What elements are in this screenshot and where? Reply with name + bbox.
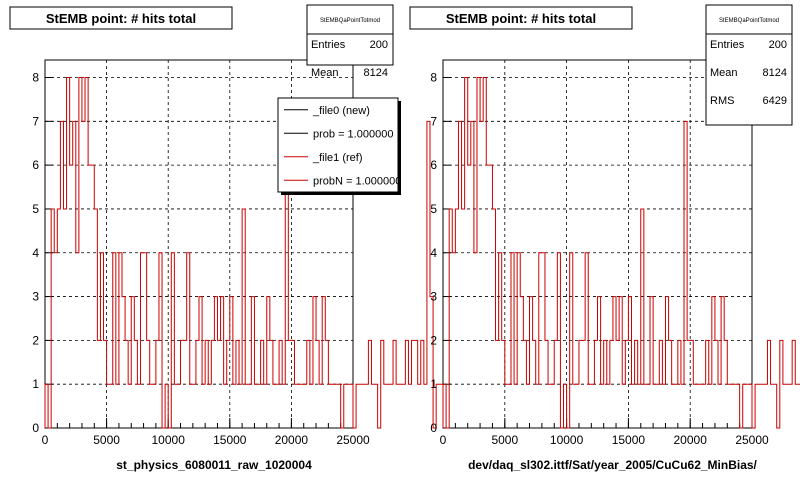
- x-tick-label: 20000: [674, 433, 708, 447]
- x-tick-label: 10000: [152, 433, 186, 447]
- stats-label: RMS: [710, 95, 734, 107]
- y-tick-label: 4: [32, 246, 39, 260]
- y-tick-label: 8: [32, 71, 39, 85]
- stats-label: Entries: [710, 39, 745, 51]
- x-tick-label: 0: [440, 433, 447, 447]
- stats-box: [705, 4, 793, 126]
- legend-box: [277, 97, 399, 193]
- y-tick-label: 4: [430, 246, 437, 260]
- plot-frame: [442, 59, 753, 429]
- legend-entry-label: probN = 1.000000: [313, 175, 401, 187]
- y-tick-label: 2: [32, 333, 39, 347]
- y-tick-label: 6: [32, 158, 39, 172]
- y-tick-label: 5: [32, 202, 39, 216]
- legend: _file0 (new) prob = 1.000000 _file1 (ref) p…: [277, 97, 401, 195]
- stats-value: 8124: [364, 67, 388, 79]
- stats-value: 200: [370, 39, 388, 51]
- legend-entry-label: prob = 1.000000: [313, 128, 393, 140]
- stats-name: StEMBQaPointTotmod: [320, 18, 380, 24]
- stats-value: 8124: [763, 67, 787, 79]
- y-tick-label: 2: [430, 333, 437, 347]
- x-tick-label: 25000: [735, 433, 769, 447]
- y-tick-label: 3: [32, 290, 39, 304]
- stats-label: Mean: [311, 67, 339, 79]
- stats-value: 6429: [763, 95, 787, 107]
- y-tick-label: 7: [32, 114, 39, 128]
- stats-label: Entries: [311, 39, 346, 51]
- x-tick-label: 5000: [491, 433, 518, 447]
- y-tick-label: 3: [430, 290, 437, 304]
- y-tick-label: 0: [430, 421, 437, 435]
- x-tick-label: 15000: [612, 433, 646, 447]
- stats-label: Mean: [710, 67, 738, 79]
- y-tick-label: 5: [430, 202, 437, 216]
- stats-value: 200: [769, 39, 787, 51]
- x-tick-label: 15000: [213, 433, 247, 447]
- x-axis-label: st_physics_6080011_raw_1020004: [116, 458, 312, 472]
- histogram-series-1: [442, 77, 800, 429]
- stats-box: [306, 4, 394, 66]
- y-tick-label: 8: [430, 71, 437, 85]
- x-tick-label: 10000: [550, 433, 584, 447]
- y-tick-label: 1: [32, 377, 39, 391]
- legend-entry-label: _file1 (ref): [312, 152, 363, 164]
- chart-title: StEMB point: # hits total: [446, 11, 596, 26]
- chart-title: StEMB point: # hits total: [46, 11, 196, 26]
- title-box: [409, 6, 633, 30]
- y-tick-label: 7: [430, 114, 437, 128]
- x-tick-label: 20000: [275, 433, 309, 447]
- x-tick-label: 25000: [336, 433, 370, 447]
- chart-panel-2: 0 1 2 3 4 5 6 7 8 0 5000 10000 15000 20000 25000 dev/da…: [409, 4, 800, 472]
- x-axis-label: dev/daq_sl302.ittf/Sat/year_2005/CuCu62_…: [468, 458, 757, 472]
- x-tick-label: 5000: [93, 433, 120, 447]
- y-tick-label: 0: [32, 421, 39, 435]
- stats-name: StEMBQaPointTotmod: [719, 18, 779, 24]
- legend-entry-label: _file0 (new): [312, 105, 370, 117]
- title-box: [9, 6, 233, 30]
- y-tick-label: 6: [430, 158, 437, 172]
- x-tick-label: 0: [42, 433, 49, 447]
- y-tick-label: 1: [430, 377, 437, 391]
